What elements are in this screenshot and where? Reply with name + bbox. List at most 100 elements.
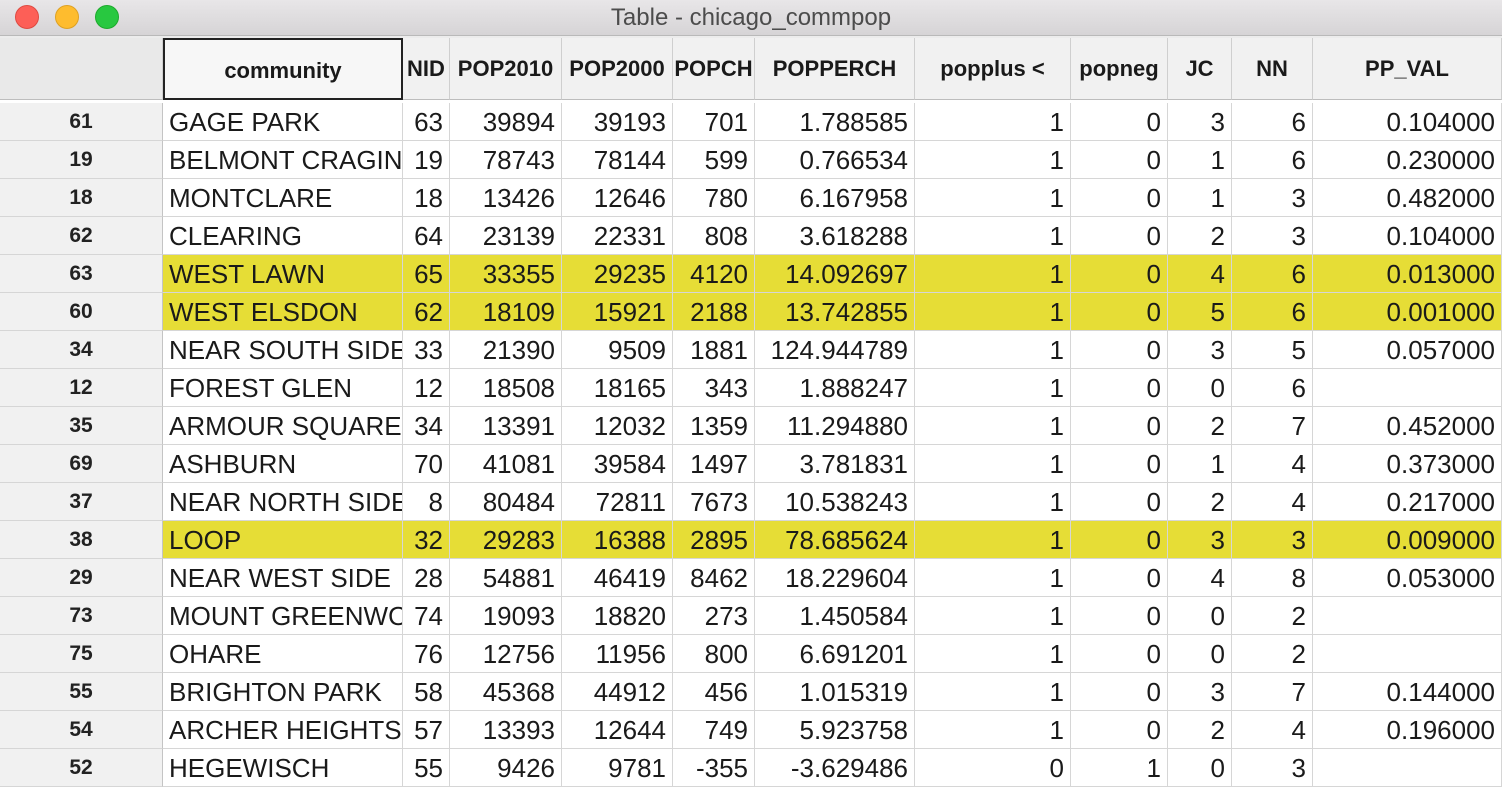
nn-cell[interactable]: 4 (1232, 711, 1313, 749)
popperch-cell[interactable]: 6.691201 (755, 635, 915, 673)
pop2010-cell[interactable]: 39894 (450, 103, 562, 141)
popch-cell[interactable]: 800 (673, 635, 755, 673)
community-cell[interactable]: BRIGHTON PARK (163, 673, 403, 711)
nid-cell[interactable]: 70 (403, 445, 450, 483)
pop2000-cell[interactable]: 72811 (562, 483, 673, 521)
community-cell[interactable]: CLEARING (163, 217, 403, 255)
popneg-cell[interactable]: 0 (1071, 293, 1168, 331)
pop2000-cell[interactable]: 22331 (562, 217, 673, 255)
popperch-cell[interactable]: 3.781831 (755, 445, 915, 483)
popch-cell[interactable]: 2188 (673, 293, 755, 331)
community-cell[interactable]: WEST LAWN (163, 255, 403, 293)
popch-cell[interactable]: 599 (673, 141, 755, 179)
popperch-cell[interactable]: 1.450584 (755, 597, 915, 635)
row-number[interactable]: 12 (0, 369, 163, 407)
col-header-jc[interactable]: JC (1168, 38, 1232, 100)
col-header-popch[interactable]: POPCH (673, 38, 755, 100)
row-number[interactable]: 38 (0, 521, 163, 559)
nn-cell[interactable]: 2 (1232, 597, 1313, 635)
nn-cell[interactable]: 3 (1232, 217, 1313, 255)
table-row[interactable]: 54 ARCHER HEIGHTS 57 13393 12644 749 5.923758 1… (0, 711, 1502, 749)
popplus-cell[interactable]: 1 (915, 331, 1071, 369)
table-grid[interactable]: community NID POP2010 POP2000 POPCH POPPERCH p… (0, 38, 1502, 790)
nid-cell[interactable]: 62 (403, 293, 450, 331)
jc-cell[interactable]: 5 (1168, 293, 1232, 331)
nn-cell[interactable]: 6 (1232, 255, 1313, 293)
nid-cell[interactable]: 63 (403, 103, 450, 141)
pop2010-cell[interactable]: 21390 (450, 331, 562, 369)
row-number[interactable]: 54 (0, 711, 163, 749)
col-header-pop2010[interactable]: POP2010 (450, 38, 562, 100)
pp-val-cell[interactable] (1313, 749, 1502, 787)
col-header-nid[interactable]: NID (403, 38, 450, 100)
nid-cell[interactable]: 18 (403, 179, 450, 217)
col-header-popneg[interactable]: popneg (1071, 38, 1168, 100)
row-number[interactable]: 55 (0, 673, 163, 711)
community-cell[interactable]: OHARE (163, 635, 403, 673)
pop2010-cell[interactable]: 41081 (450, 445, 562, 483)
popplus-cell[interactable]: 1 (915, 635, 1071, 673)
pp-val-cell[interactable] (1313, 369, 1502, 407)
popneg-cell[interactable]: 0 (1071, 635, 1168, 673)
pop2000-cell[interactable]: 18820 (562, 597, 673, 635)
community-cell[interactable]: FOREST GLEN (163, 369, 403, 407)
popperch-cell[interactable]: 10.538243 (755, 483, 915, 521)
popneg-cell[interactable]: 0 (1071, 331, 1168, 369)
jc-cell[interactable]: 4 (1168, 559, 1232, 597)
pp-val-cell[interactable]: 0.144000 (1313, 673, 1502, 711)
community-cell[interactable]: ASHBURN (163, 445, 403, 483)
pop2010-cell[interactable]: 12756 (450, 635, 562, 673)
jc-cell[interactable]: 1 (1168, 445, 1232, 483)
popch-cell[interactable]: -355 (673, 749, 755, 787)
pop2000-cell[interactable]: 29235 (562, 255, 673, 293)
pop2000-cell[interactable]: 46419 (562, 559, 673, 597)
pop2000-cell[interactable]: 9509 (562, 331, 673, 369)
nn-cell[interactable]: 6 (1232, 369, 1313, 407)
pp-val-cell[interactable]: 0.196000 (1313, 711, 1502, 749)
nid-cell[interactable]: 76 (403, 635, 450, 673)
jc-cell[interactable]: 1 (1168, 141, 1232, 179)
community-cell[interactable]: BELMONT CRAGIN (163, 141, 403, 179)
table-row[interactable]: 37 NEAR NORTH SIDE 8 80484 72811 7673 10.53824… (0, 483, 1502, 521)
nn-cell[interactable]: 8 (1232, 559, 1313, 597)
pop2010-cell[interactable]: 18508 (450, 369, 562, 407)
community-cell[interactable]: HEGEWISCH (163, 749, 403, 787)
pop2010-cell[interactable]: 13426 (450, 179, 562, 217)
nn-cell[interactable]: 6 (1232, 293, 1313, 331)
popch-cell[interactable]: 808 (673, 217, 755, 255)
jc-cell[interactable]: 2 (1168, 483, 1232, 521)
pp-val-cell[interactable]: 0.373000 (1313, 445, 1502, 483)
popperch-cell[interactable]: 14.092697 (755, 255, 915, 293)
jc-cell[interactable]: 4 (1168, 255, 1232, 293)
popneg-cell[interactable]: 1 (1071, 749, 1168, 787)
community-cell[interactable]: NEAR WEST SIDE (163, 559, 403, 597)
popplus-cell[interactable]: 1 (915, 179, 1071, 217)
pop2010-cell[interactable]: 29283 (450, 521, 562, 559)
jc-cell[interactable]: 2 (1168, 217, 1232, 255)
popperch-cell[interactable]: 0.766534 (755, 141, 915, 179)
popplus-cell[interactable]: 1 (915, 597, 1071, 635)
row-number[interactable]: 75 (0, 635, 163, 673)
popperch-cell[interactable]: 1.015319 (755, 673, 915, 711)
pop2000-cell[interactable]: 15921 (562, 293, 673, 331)
nn-cell[interactable]: 7 (1232, 407, 1313, 445)
popperch-cell[interactable]: 1.888247 (755, 369, 915, 407)
community-cell[interactable]: ARCHER HEIGHTS (163, 711, 403, 749)
popch-cell[interactable]: 7673 (673, 483, 755, 521)
jc-cell[interactable]: 2 (1168, 407, 1232, 445)
jc-cell[interactable]: 2 (1168, 711, 1232, 749)
pp-val-cell[interactable]: 0.452000 (1313, 407, 1502, 445)
pp-val-cell[interactable]: 0.053000 (1313, 559, 1502, 597)
pop2010-cell[interactable]: 18109 (450, 293, 562, 331)
popplus-cell[interactable]: 1 (915, 103, 1071, 141)
row-number[interactable]: 52 (0, 749, 163, 787)
popperch-cell[interactable]: 124.944789 (755, 331, 915, 369)
pp-val-cell[interactable]: 0.057000 (1313, 331, 1502, 369)
table-row[interactable]: 61 GAGE PARK 63 39894 39193 701 1.788585 1 0 3 6 0.… (0, 103, 1502, 141)
popneg-cell[interactable]: 0 (1071, 141, 1168, 179)
table-row[interactable]: 73 MOUNT GREENWO 74 19093 18820 273 1.450584 1 0… (0, 597, 1502, 635)
row-number[interactable]: 69 (0, 445, 163, 483)
pop2010-cell[interactable]: 45368 (450, 673, 562, 711)
pp-val-cell[interactable]: 0.001000 (1313, 293, 1502, 331)
pp-val-cell[interactable]: 0.104000 (1313, 217, 1502, 255)
